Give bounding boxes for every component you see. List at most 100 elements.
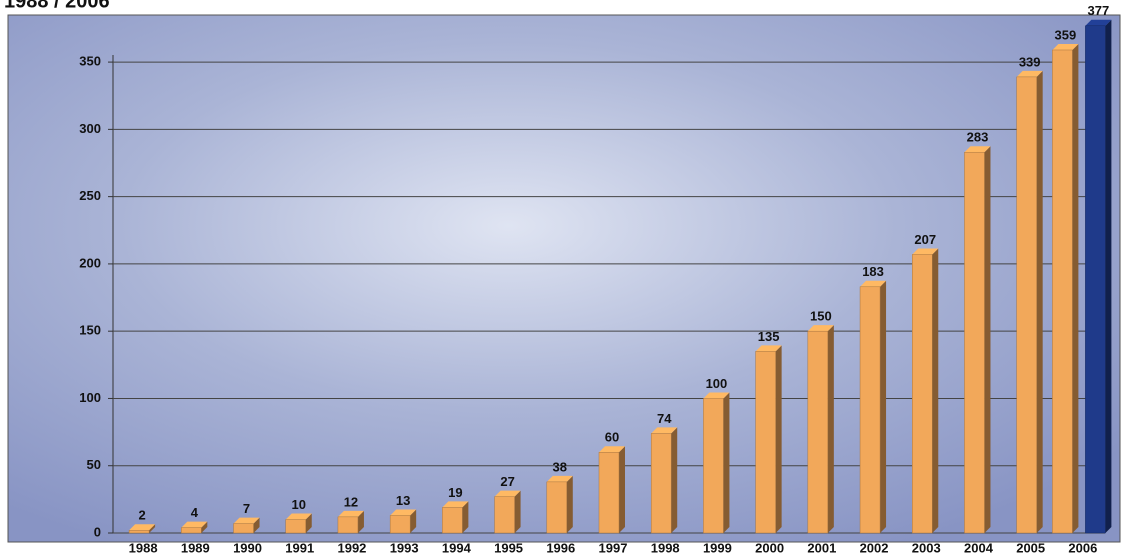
bar-side <box>410 509 417 533</box>
bar-top <box>703 392 730 399</box>
bar <box>546 481 568 534</box>
bar-side <box>357 510 364 533</box>
data-label: 10 <box>292 497 306 512</box>
bar <box>650 433 672 534</box>
bar <box>859 286 881 534</box>
bar-side <box>984 146 991 533</box>
y-tick-label: 350 <box>79 54 101 69</box>
data-label: 377 <box>1088 3 1110 18</box>
data-label: 2 <box>138 508 145 523</box>
bar-top <box>860 280 887 287</box>
x-tick-label: 2003 <box>912 540 941 555</box>
bar-top <box>494 490 521 497</box>
bar-top <box>181 521 208 528</box>
x-tick-label: 2006 <box>1068 540 1097 555</box>
bar-side <box>775 345 782 533</box>
bar-side <box>671 427 678 533</box>
x-tick-label: 2005 <box>1016 540 1045 555</box>
x-tick-label: 1994 <box>442 540 472 555</box>
bar-side <box>1072 43 1079 534</box>
y-tick-label: 100 <box>79 390 101 405</box>
bar-top <box>390 509 417 516</box>
data-label: 13 <box>396 493 410 508</box>
data-label: 7 <box>243 501 250 516</box>
bar <box>598 452 620 534</box>
bar-side <box>149 524 156 533</box>
bar-top <box>912 248 939 255</box>
bar-side <box>880 280 887 533</box>
data-label: 4 <box>191 505 199 520</box>
bar-top <box>1085 19 1112 26</box>
bar-side <box>253 517 260 533</box>
bar-side <box>619 446 625 533</box>
x-tick-label: 1988 <box>129 540 158 555</box>
bar <box>442 507 463 534</box>
bar-side <box>1036 70 1043 534</box>
data-label: 19 <box>448 485 462 500</box>
y-tick-label: 50 <box>87 457 101 472</box>
y-tick-label: 200 <box>79 255 101 270</box>
bar <box>1085 25 1106 534</box>
x-tick-label: 1997 <box>599 540 628 555</box>
bar <box>337 516 359 534</box>
y-tick-label: 150 <box>79 323 101 338</box>
bar-side <box>723 392 730 533</box>
bar-top <box>1016 70 1043 77</box>
bar-top <box>599 446 625 453</box>
data-label: 27 <box>500 474 514 489</box>
x-tick-label: 1998 <box>651 540 680 555</box>
bar-side <box>462 501 469 533</box>
x-tick-label: 1991 <box>285 540 314 555</box>
bar <box>128 530 150 534</box>
bar <box>1016 76 1037 534</box>
bar <box>912 254 933 534</box>
bar-side <box>566 475 573 533</box>
bar-top <box>285 513 312 520</box>
x-tick-label: 2002 <box>860 540 889 555</box>
x-tick-label: 2000 <box>755 540 784 555</box>
x-tick-label: 1995 <box>494 540 523 555</box>
x-tick-label: 2001 <box>807 540 836 555</box>
bar <box>755 351 776 534</box>
bar-top <box>807 325 834 332</box>
bar <box>285 519 306 534</box>
bar-side <box>1105 19 1112 534</box>
bar <box>181 527 202 534</box>
bar-top <box>964 146 991 153</box>
data-label: 60 <box>605 430 619 445</box>
data-label: 150 <box>810 309 832 324</box>
bar-side <box>514 490 521 533</box>
bar-top <box>337 510 364 517</box>
data-label: 283 <box>967 130 989 145</box>
data-label: 100 <box>706 376 728 391</box>
bar-top <box>546 475 573 482</box>
bar <box>389 515 411 534</box>
bar <box>964 151 985 534</box>
bar <box>233 523 254 534</box>
y-tick-label: 250 <box>79 188 101 203</box>
x-tick-label: 1990 <box>233 540 262 555</box>
bar-top <box>755 345 782 352</box>
bar-side <box>932 248 939 533</box>
bar <box>807 330 829 534</box>
bar-top <box>129 524 156 531</box>
x-tick-label: 2004 <box>964 540 994 555</box>
x-tick-label: 1993 <box>390 540 419 555</box>
x-tick-label: 1999 <box>703 540 732 555</box>
x-tick-label: 1996 <box>546 540 575 555</box>
bar-top <box>442 501 469 508</box>
bar <box>1052 49 1073 534</box>
y-tick-label: 0 <box>94 524 101 539</box>
bar-top <box>651 427 678 434</box>
bar-side <box>201 521 208 533</box>
bar-top <box>1052 43 1079 50</box>
bar <box>703 398 724 534</box>
data-label: 183 <box>862 264 884 279</box>
data-label: 38 <box>553 459 567 474</box>
data-label: 12 <box>344 494 358 509</box>
data-label: 339 <box>1019 54 1041 69</box>
data-label: 207 <box>914 232 936 247</box>
data-label: 359 <box>1055 27 1077 42</box>
data-label: 74 <box>657 411 672 426</box>
